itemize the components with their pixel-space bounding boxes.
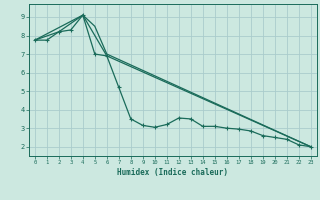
X-axis label: Humidex (Indice chaleur): Humidex (Indice chaleur) bbox=[117, 168, 228, 177]
